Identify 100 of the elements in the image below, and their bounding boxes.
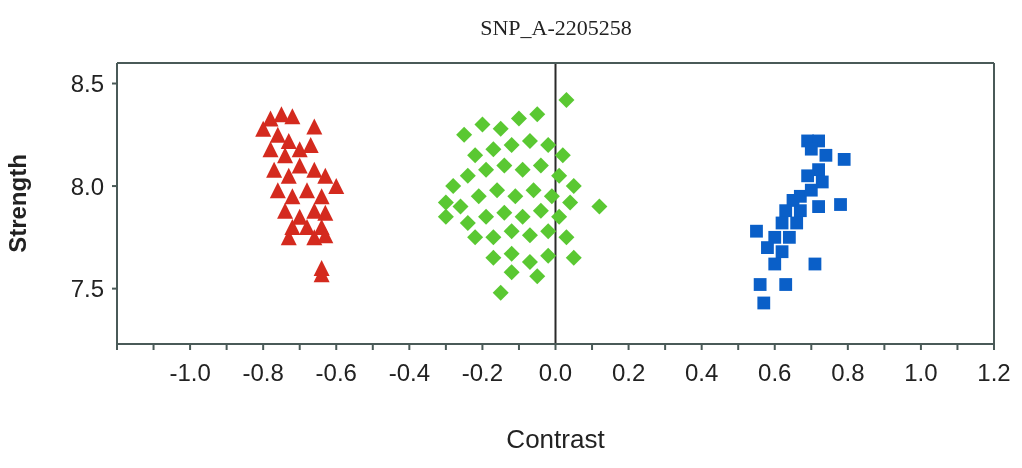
point	[540, 223, 557, 240]
point	[306, 161, 323, 178]
x-tick-label: -1.0	[169, 359, 211, 387]
point	[269, 182, 286, 199]
point	[540, 247, 557, 264]
point	[284, 108, 301, 125]
point	[445, 178, 462, 195]
point	[328, 178, 345, 195]
x-tick-label: 0.2	[611, 359, 646, 387]
point	[452, 198, 469, 215]
point	[779, 204, 793, 218]
point	[317, 227, 334, 244]
point	[510, 110, 527, 127]
point	[540, 137, 557, 154]
point	[302, 137, 319, 154]
point	[459, 167, 476, 184]
x-tick-label: 0.8	[831, 359, 865, 387]
point	[262, 141, 279, 158]
point	[790, 216, 804, 230]
point	[543, 188, 560, 205]
point	[262, 110, 279, 127]
point	[503, 264, 520, 281]
point	[492, 284, 509, 301]
x-tick-label: 1.0	[904, 359, 938, 387]
x-tick-label: 0.6	[758, 359, 792, 387]
point	[280, 167, 297, 184]
x-tick-label: 0.4	[684, 359, 719, 387]
point	[503, 245, 520, 262]
point	[317, 204, 334, 221]
point	[591, 198, 608, 215]
point	[801, 169, 815, 183]
point	[521, 253, 538, 270]
y-tick-label: 7.5	[70, 275, 104, 303]
point	[467, 147, 484, 164]
point	[284, 188, 301, 205]
point	[761, 241, 774, 254]
point	[456, 126, 473, 143]
point	[485, 141, 502, 158]
point	[793, 204, 807, 218]
point	[525, 182, 542, 199]
point	[437, 194, 454, 211]
point	[496, 157, 513, 174]
point	[306, 202, 323, 219]
point	[299, 182, 316, 199]
point	[514, 161, 531, 178]
point	[489, 182, 506, 199]
point	[478, 208, 495, 225]
point	[551, 167, 568, 184]
point	[812, 163, 825, 177]
x-axis-title: Contrast	[506, 424, 606, 454]
point	[317, 167, 334, 184]
point	[437, 208, 454, 225]
point	[299, 219, 316, 236]
point	[277, 147, 294, 164]
point	[306, 118, 323, 135]
x-tick-label: 1.2	[977, 359, 1011, 387]
point	[750, 224, 763, 238]
y-axis-title: Strength	[3, 154, 31, 253]
point	[554, 147, 571, 164]
point	[503, 137, 520, 154]
point	[804, 183, 818, 197]
point	[273, 106, 290, 123]
point	[779, 278, 793, 291]
point	[485, 249, 502, 266]
point	[474, 116, 491, 133]
point	[775, 245, 789, 259]
point	[496, 204, 513, 221]
point	[782, 230, 796, 244]
x-tick-label: -0.8	[242, 359, 284, 387]
point	[837, 153, 851, 166]
point	[551, 208, 568, 225]
point	[266, 161, 283, 178]
chart-title: SNP_A-2205258	[479, 14, 633, 42]
point	[470, 188, 487, 205]
point	[558, 229, 575, 246]
point	[529, 268, 546, 285]
x-tick-label: -0.4	[388, 359, 431, 387]
point	[467, 229, 484, 246]
point	[565, 178, 582, 195]
point	[558, 91, 575, 108]
point	[815, 175, 829, 189]
point	[313, 188, 330, 205]
point	[478, 161, 495, 178]
x-tick-label: -0.2	[461, 359, 504, 387]
point	[521, 227, 538, 244]
point	[565, 249, 582, 266]
point	[819, 148, 833, 162]
point	[753, 278, 767, 291]
point	[834, 198, 847, 211]
point	[291, 157, 308, 174]
point	[485, 229, 502, 246]
point	[492, 120, 509, 137]
point	[532, 202, 549, 219]
point	[757, 296, 771, 310]
point	[768, 257, 782, 271]
x-tick-label: 0.0	[538, 359, 573, 387]
point	[277, 202, 294, 219]
point	[503, 223, 520, 240]
point	[812, 200, 825, 213]
point	[532, 157, 549, 174]
